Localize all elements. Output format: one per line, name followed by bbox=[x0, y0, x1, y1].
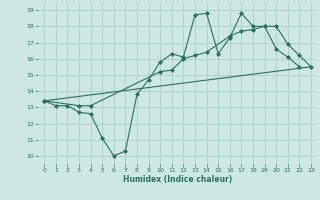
X-axis label: Humidex (Indice chaleur): Humidex (Indice chaleur) bbox=[123, 175, 232, 184]
